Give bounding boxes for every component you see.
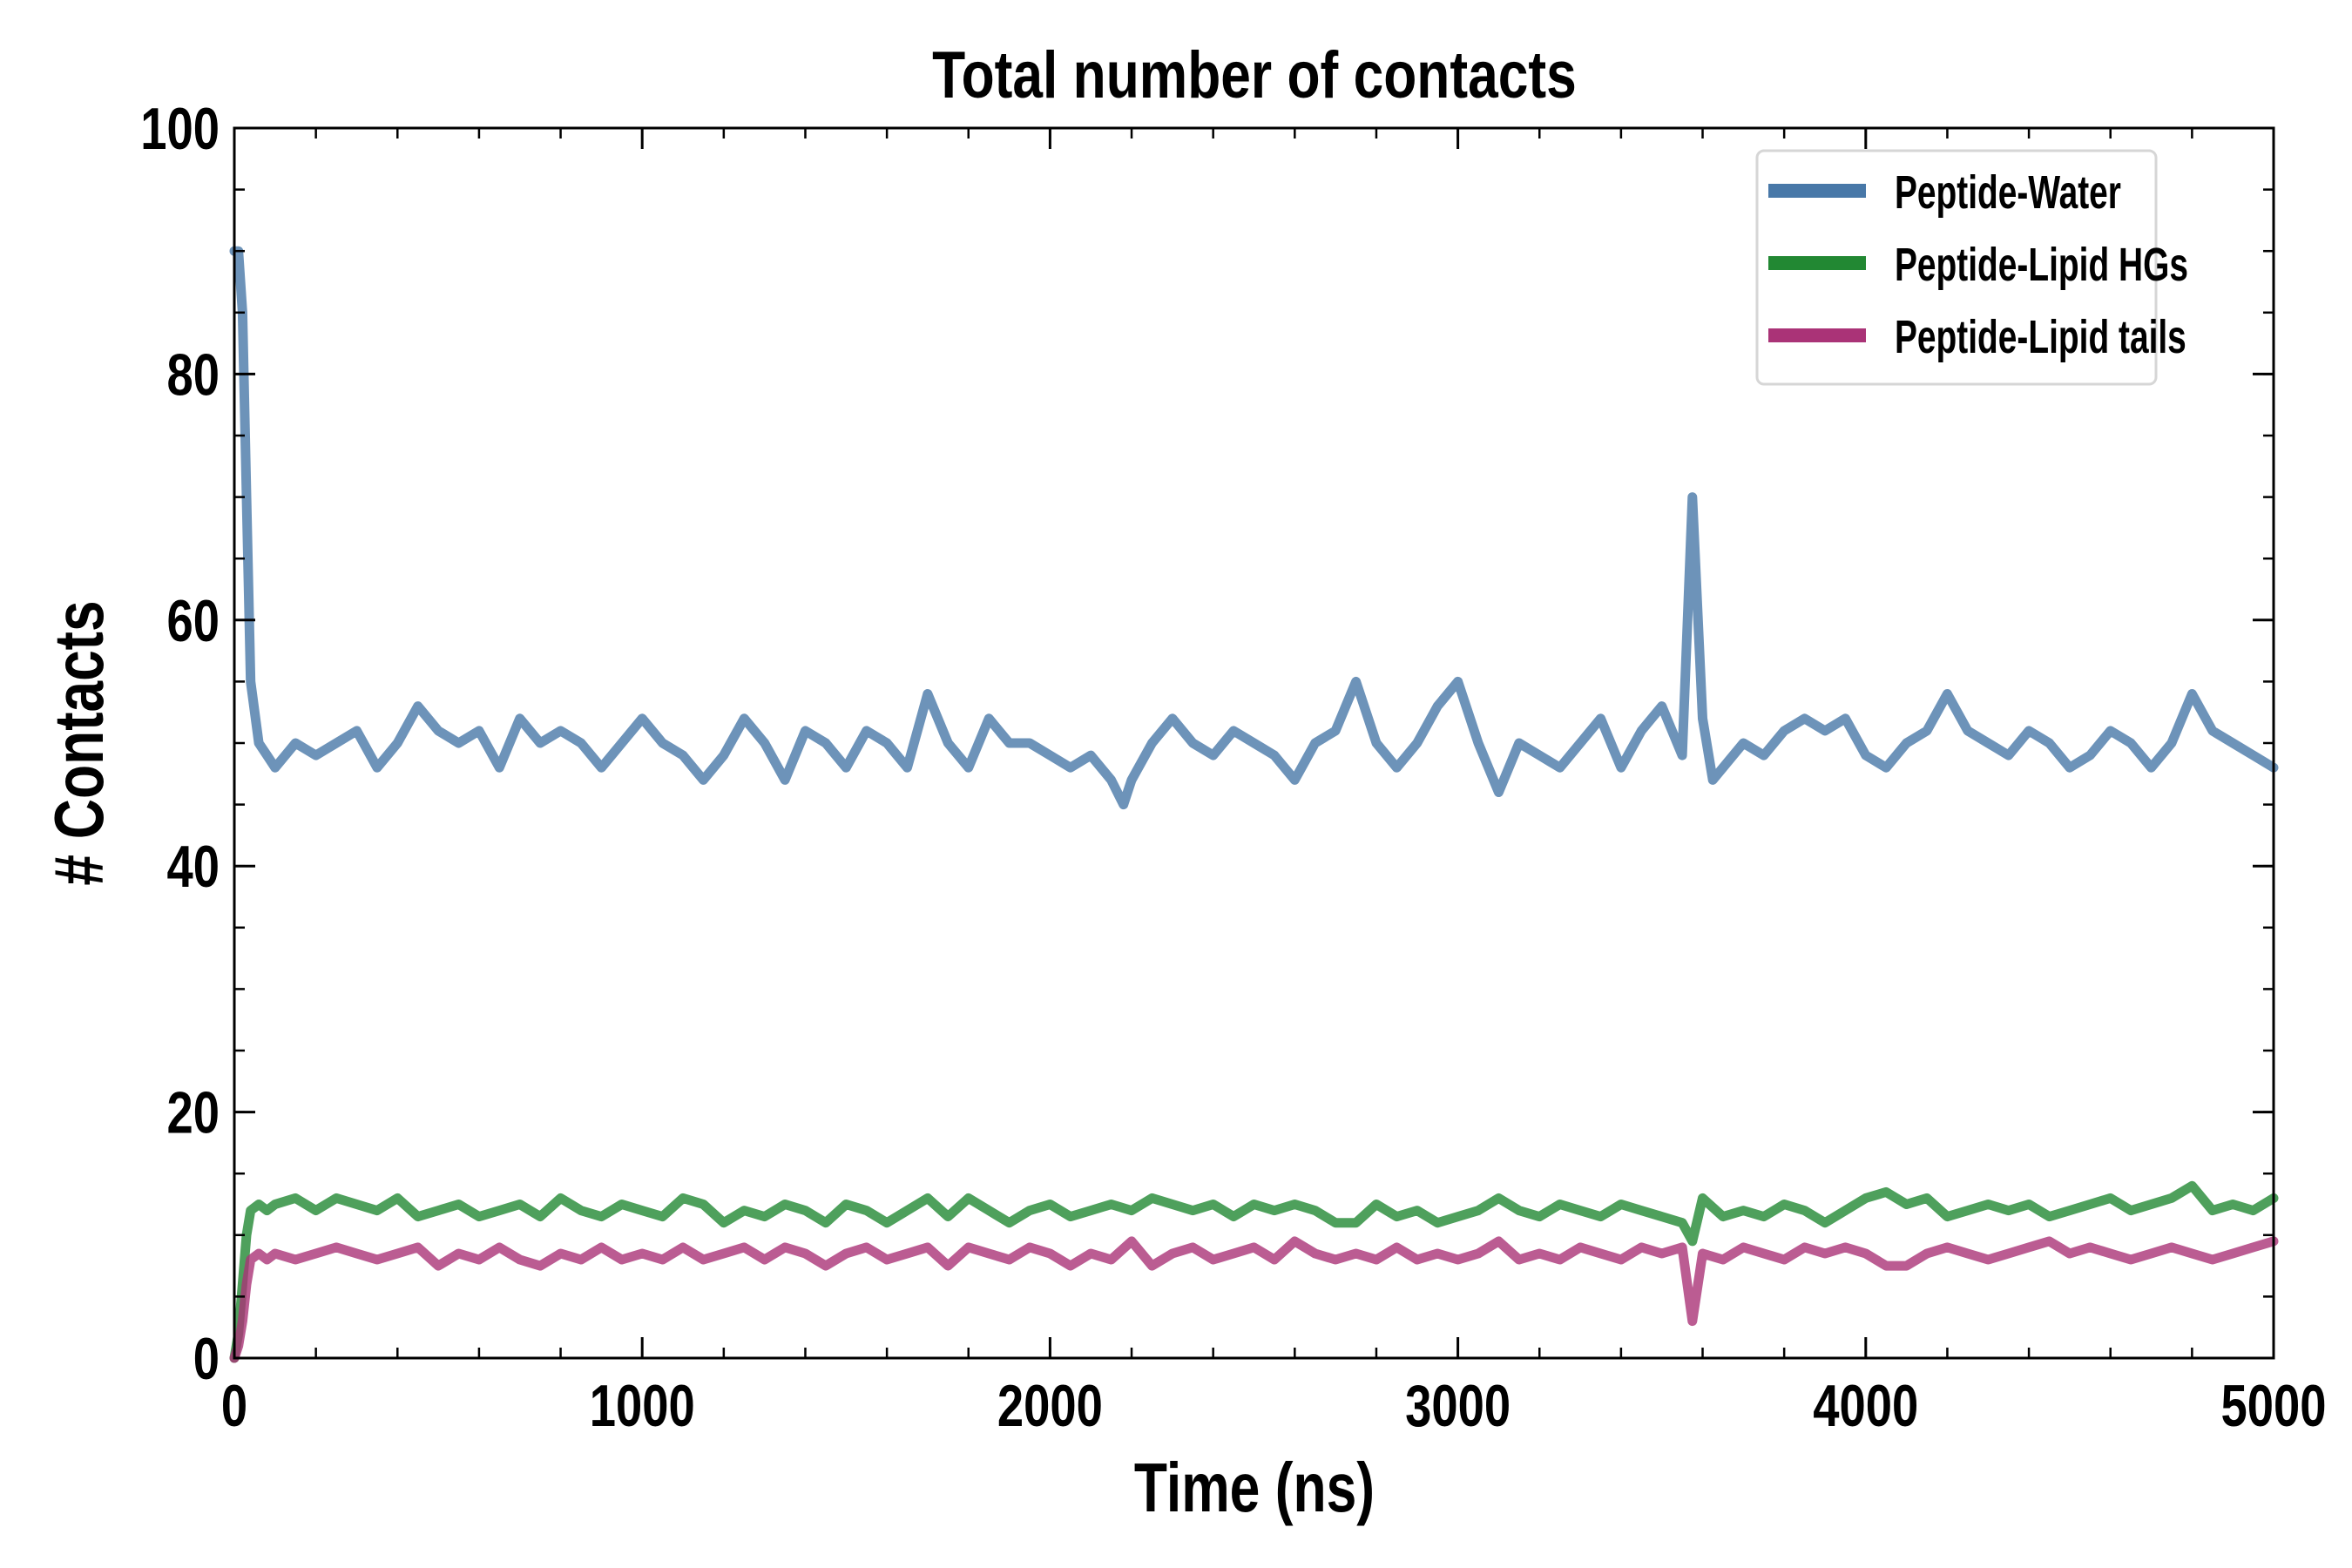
legend-label: Peptide-Lipid HGs [1895, 238, 2188, 291]
x-tick-label: 1000 [590, 1373, 695, 1439]
x-tick-label: 3000 [1405, 1373, 1511, 1439]
series-layer [229, 246, 2279, 1363]
x-axis-label: Time (ns) [1134, 1450, 1375, 1527]
legend-label: Peptide-Water [1895, 166, 2121, 219]
legend: Peptide-Water Peptide-Lipid HGs Peptide-Li… [1755, 149, 2188, 386]
y-tick-label: 60 [166, 588, 220, 654]
axes-layer: 0 1000 2000 3000 4000 5000 0 20 40 60 80 100 [140, 96, 2326, 1439]
x-tick-label: 5000 [2221, 1373, 2327, 1439]
x-tick-label: 0 [221, 1373, 247, 1439]
y-tick-label: 80 [166, 342, 220, 409]
y-axis-label: # Contacts [40, 600, 118, 885]
x-tick-label: 2000 [997, 1373, 1103, 1439]
legend-frame [1755, 149, 2158, 386]
y-tick-label: 40 [166, 834, 220, 900]
chart-title: Total number of contacts [932, 37, 1577, 112]
series-line-peptide-water [229, 246, 2279, 810]
y-tick-label: 100 [140, 96, 220, 162]
series-line-peptide-lipid-tails [229, 1236, 2279, 1363]
legend-label: Peptide-Lipid tails [1895, 310, 2186, 363]
y-tick-label: 0 [193, 1326, 220, 1392]
series-line-peptide-lipid-hgs [229, 1180, 2279, 1363]
y-tick-label: 20 [166, 1080, 220, 1146]
x-tick-label: 4000 [1813, 1373, 1918, 1439]
